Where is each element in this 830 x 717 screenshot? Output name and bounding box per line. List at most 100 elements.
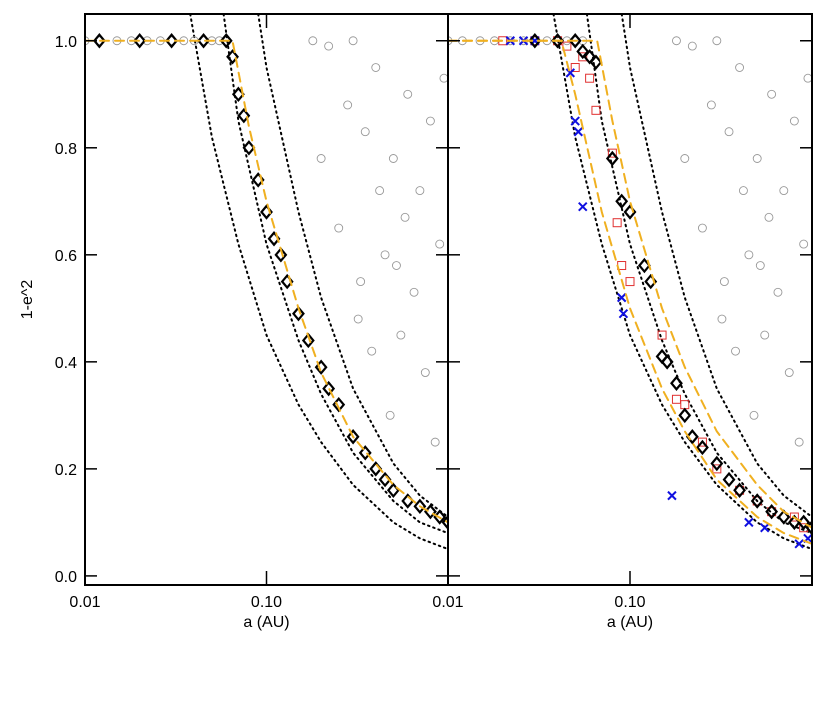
point <box>803 73 812 83</box>
point <box>784 368 794 377</box>
point <box>779 186 789 196</box>
point <box>712 464 722 474</box>
point <box>733 482 747 498</box>
point <box>667 490 677 501</box>
plot-area <box>85 14 448 551</box>
point <box>765 503 779 520</box>
point <box>576 43 590 60</box>
x-axis-label: a (AU) <box>243 614 289 631</box>
point <box>568 33 582 49</box>
point <box>578 52 588 62</box>
point <box>528 33 542 49</box>
point <box>360 127 370 137</box>
point <box>764 212 774 222</box>
point <box>583 49 597 65</box>
point <box>346 429 360 445</box>
point <box>680 400 690 410</box>
point <box>415 186 425 196</box>
point <box>226 49 239 65</box>
point <box>616 292 627 303</box>
point <box>680 154 690 163</box>
point <box>773 287 783 297</box>
point <box>789 512 799 522</box>
point <box>92 33 106 49</box>
point <box>625 277 635 287</box>
point <box>687 41 697 51</box>
y-tick-label: 1.0 <box>55 34 77 51</box>
point <box>612 218 622 228</box>
point <box>334 223 344 233</box>
point <box>712 36 722 46</box>
point <box>380 250 390 260</box>
point <box>615 193 629 210</box>
point <box>400 212 410 222</box>
y-tick-label: 0.0 <box>55 569 77 586</box>
point <box>735 63 745 72</box>
x-tick-label: 0.01 <box>69 594 100 611</box>
point <box>710 455 724 472</box>
y-tick-label: 0.4 <box>55 355 77 372</box>
point <box>371 63 381 72</box>
point <box>697 437 707 447</box>
point <box>755 261 765 270</box>
point <box>678 407 692 424</box>
x-tick-label: 0.10 <box>614 594 645 611</box>
point <box>731 346 740 356</box>
point <box>403 89 413 99</box>
point <box>589 54 603 70</box>
point <box>657 330 667 340</box>
point <box>301 332 315 349</box>
point <box>237 107 251 124</box>
point <box>722 471 736 488</box>
point <box>744 517 754 528</box>
point <box>672 36 681 46</box>
point <box>413 498 427 515</box>
curve <box>552 14 812 551</box>
plot-frame <box>447 13 813 586</box>
point <box>441 514 448 531</box>
point <box>794 437 804 447</box>
point <box>242 140 256 156</box>
point <box>562 41 572 51</box>
point <box>551 33 565 49</box>
point <box>409 287 419 297</box>
point <box>744 250 754 260</box>
point <box>660 354 674 370</box>
point <box>605 150 619 167</box>
point <box>322 380 336 397</box>
point <box>420 368 430 377</box>
point <box>385 410 395 420</box>
point <box>274 247 288 263</box>
point <box>367 346 377 356</box>
y-tick-label: 0.6 <box>55 248 77 265</box>
curve <box>448 39 812 529</box>
y-axis-label: 1-e^2 <box>19 280 36 320</box>
point <box>706 100 716 110</box>
point <box>356 277 366 287</box>
plot-frame <box>84 13 449 586</box>
plot-area <box>448 14 812 551</box>
point <box>767 89 777 99</box>
point <box>396 330 406 340</box>
point <box>353 314 363 324</box>
point <box>697 223 707 233</box>
curve <box>257 14 448 518</box>
point <box>439 73 448 83</box>
point <box>375 186 385 196</box>
point <box>570 116 580 126</box>
point <box>358 445 372 461</box>
point <box>671 394 681 404</box>
point <box>752 154 762 163</box>
point <box>578 201 588 212</box>
point <box>292 305 305 322</box>
point <box>695 439 709 456</box>
point <box>573 127 584 137</box>
y-tick-label: 0.2 <box>55 462 77 479</box>
point <box>570 63 580 73</box>
point <box>670 375 683 391</box>
point <box>719 277 729 287</box>
point <box>392 261 401 270</box>
point <box>618 308 629 319</box>
point <box>133 33 147 49</box>
point <box>724 127 734 137</box>
